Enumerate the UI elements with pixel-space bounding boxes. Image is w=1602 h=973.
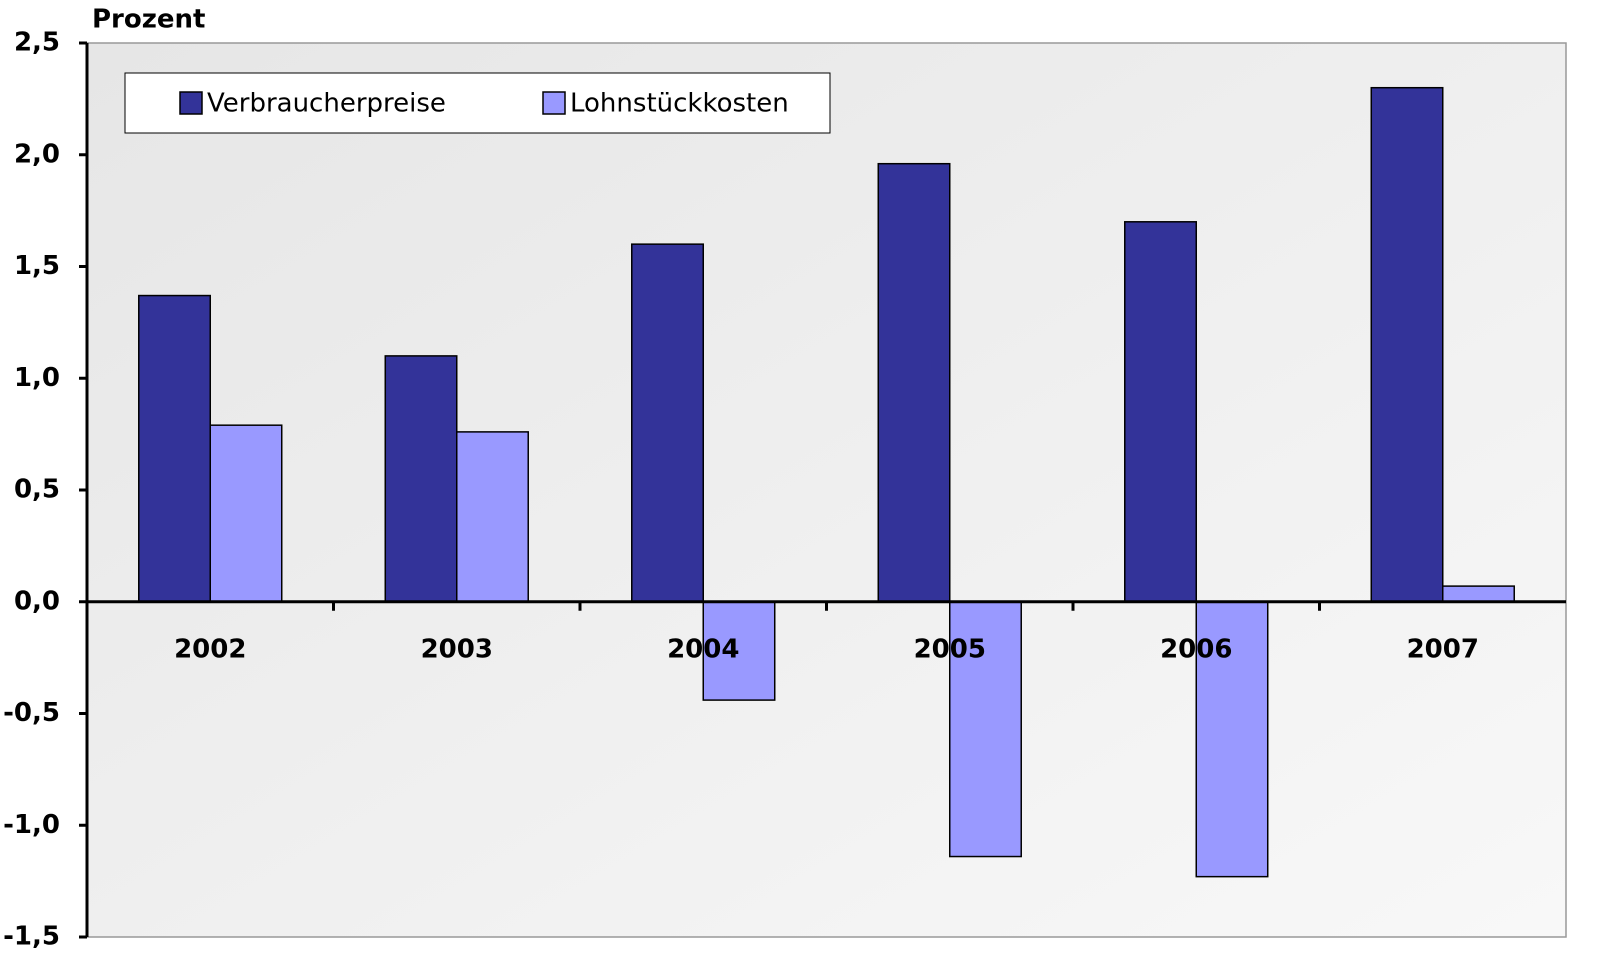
bar	[1124, 221, 1198, 603]
x-tick-label: 2003	[421, 634, 493, 664]
bar	[702, 601, 776, 701]
y-tick-label: 0,5	[14, 475, 60, 505]
legend-label: Verbraucherpreise	[207, 89, 446, 119]
bar	[1370, 86, 1444, 603]
x-tick-label: 2005	[914, 634, 986, 664]
bar	[456, 431, 529, 603]
x-tick-label: 2004	[667, 634, 739, 664]
y-tick-label: -0,5	[3, 698, 60, 728]
legend-box	[124, 72, 831, 134]
y-tick-label: 1,5	[14, 251, 60, 281]
bar	[949, 601, 1022, 858]
bar	[138, 294, 211, 603]
bar	[1195, 601, 1269, 878]
y-axis-label: Prozent	[92, 5, 205, 35]
x-tick-label: 2007	[1407, 634, 1479, 664]
y-tick-label: 2,5	[14, 28, 60, 58]
bar	[384, 355, 458, 603]
y-tick-label: 2,0	[14, 139, 60, 169]
y-tick-label: 0,0	[14, 586, 60, 616]
legend-swatch	[179, 91, 203, 115]
bar	[877, 162, 951, 603]
legend-swatch	[542, 91, 566, 115]
plot-area	[86, 42, 1567, 938]
bar	[209, 424, 283, 603]
bar	[1442, 585, 1515, 603]
y-tick-label: -1,5	[3, 922, 60, 952]
legend-label: Lohnstückkosten	[570, 89, 789, 119]
y-tick-label: -1,0	[3, 810, 60, 840]
legend	[124, 72, 831, 134]
y-tick-label: 1,0	[14, 363, 60, 393]
bar	[631, 243, 705, 603]
x-tick-label: 2002	[174, 634, 246, 664]
x-tick-label: 2006	[1160, 634, 1232, 664]
